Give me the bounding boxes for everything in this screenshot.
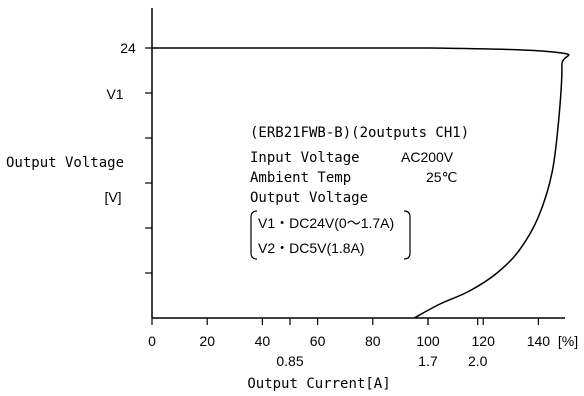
input-voltage-value: AC200V: [401, 149, 454, 165]
y-axis-ticks: [145, 47, 152, 274]
input-voltage-label: Input Voltage: [250, 150, 360, 166]
x-tick-label-20: 20: [199, 333, 215, 349]
x-axis-ticks: [151, 318, 540, 325]
x-current-label-2.0: 2.0: [468, 353, 488, 369]
x-tick-label-120: 120: [472, 333, 496, 349]
x-tick-label-40: 40: [255, 333, 271, 349]
x-axis-unit: [%]: [558, 333, 578, 349]
output-voltage-label: Output Voltage: [250, 190, 368, 206]
ambient-temp-label: Ambient Temp: [250, 170, 351, 186]
x-current-label-1.7: 1.7: [418, 353, 438, 369]
left-bracket: [250, 210, 258, 260]
x-axis-label: Output Current[A]: [247, 376, 390, 392]
v1-series-label: V1: [106, 86, 123, 102]
model-label: (ERB21FWB-B)(2outputs CH1): [250, 125, 469, 141]
x-tick-label-80: 80: [365, 333, 381, 349]
x-tick-label-60: 60: [310, 333, 326, 349]
series-v1-curve: [152, 47, 570, 319]
v2-spec: V2・DC5V(1.8A): [258, 240, 365, 256]
x-tick-label-140: 140: [527, 333, 551, 349]
y-tick-label-24: 24: [120, 40, 136, 56]
x-tick-label-100: 100: [416, 333, 440, 349]
y-axis-unit: [V]: [104, 189, 121, 205]
x-current-label-0.85: 0.85: [276, 353, 303, 369]
x-tick-labels: 0 20 40 60 80 100 120 140: [148, 333, 550, 349]
right-bracket: [403, 210, 411, 260]
ambient-temp-value: 25℃: [426, 169, 457, 185]
x-tick-label-0: 0: [148, 333, 156, 349]
spec-annotation: (ERB21FWB-B)(2outputs CH1) Input Voltage…: [250, 125, 469, 260]
y-axis-label: Output Voltage: [6, 155, 124, 171]
v1-spec: V1・DC24V(0～1.7A): [258, 215, 394, 231]
x-current-tick-labels: 0.85 1.7 2.0: [276, 353, 487, 369]
